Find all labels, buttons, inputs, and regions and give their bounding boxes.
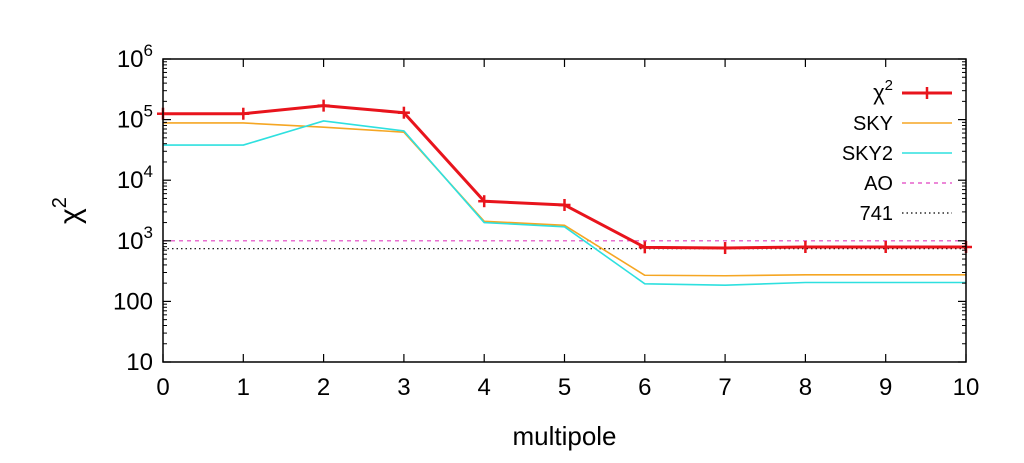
y-tick-base: 100	[113, 288, 153, 315]
y-tick-label: 105	[117, 102, 153, 134]
chi2-point-marker	[558, 198, 571, 211]
y-tick-exponent: 5	[144, 102, 153, 121]
legend-label: AO	[864, 173, 893, 195]
legend-label-exponent: 2	[885, 77, 893, 94]
chi2-point-marker	[799, 241, 812, 254]
legend-label: SKY	[853, 113, 893, 135]
x-tick-label: 2	[317, 374, 330, 401]
x-tick-label: 8	[799, 374, 812, 401]
y-axis-label-exponent: 2	[49, 197, 71, 208]
chi2-point-marker	[638, 241, 651, 254]
x-axis-ticks: 0 1 2 3 4 5 6 7 8 9 10	[156, 59, 979, 401]
series-line-sky	[163, 122, 966, 277]
y-tick-exponent: 4	[144, 162, 153, 181]
legend-label: χ2	[873, 77, 893, 105]
x-tick-label: 3	[397, 374, 410, 401]
legend-label-text: 741	[860, 203, 893, 225]
legend-label: SKY2	[842, 143, 893, 165]
chi2-point-marker	[879, 241, 892, 254]
y-tick-base: 10	[117, 107, 144, 134]
y-tick-label: 10	[126, 349, 153, 376]
series-line-sky2	[163, 120, 966, 287]
chi2-point-marker	[478, 195, 491, 208]
x-tick-label: 9	[879, 374, 892, 401]
chi2-point-marker	[237, 107, 250, 120]
x-tick-label: 10	[953, 374, 980, 401]
chi2-point-marker	[397, 106, 410, 119]
legend-label-text: SKY	[853, 113, 893, 135]
legend-label: 741	[860, 203, 893, 225]
legend-label-base: χ	[873, 80, 885, 105]
y-tick-label: 104	[117, 162, 153, 194]
y-axis-label-base: χ	[54, 208, 87, 224]
legend-label-text: SKY2	[842, 143, 893, 165]
x-tick-label: 4	[478, 374, 491, 401]
x-tick-label: 5	[558, 374, 571, 401]
y-tick-exponent: 6	[144, 41, 153, 60]
y-tick-label: 100	[113, 288, 153, 315]
y-axis-label: χ2	[49, 197, 87, 224]
y-tick-base: 10	[117, 46, 144, 73]
x-tick-label: 1	[237, 374, 250, 401]
x-tick-label: 6	[638, 374, 651, 401]
chi2-point-marker	[317, 99, 330, 112]
y-tick-label: 106	[117, 41, 153, 73]
y-tick-base: 10	[117, 167, 144, 194]
y-tick-base: 10	[117, 228, 144, 255]
chi2-point-marker	[719, 242, 732, 255]
legend-label-text: AO	[864, 173, 893, 195]
x-tick-label: 0	[156, 374, 169, 401]
y-tick-exponent: 3	[144, 223, 153, 242]
legend: χ2 SKY SKY2 AO 741	[842, 77, 952, 225]
plot-lines	[157, 99, 972, 287]
y-tick-label: 103	[117, 223, 153, 255]
x-tick-label: 7	[718, 374, 731, 401]
y-tick-base: 10	[126, 349, 153, 376]
x-axis-label: multipole	[512, 421, 616, 451]
